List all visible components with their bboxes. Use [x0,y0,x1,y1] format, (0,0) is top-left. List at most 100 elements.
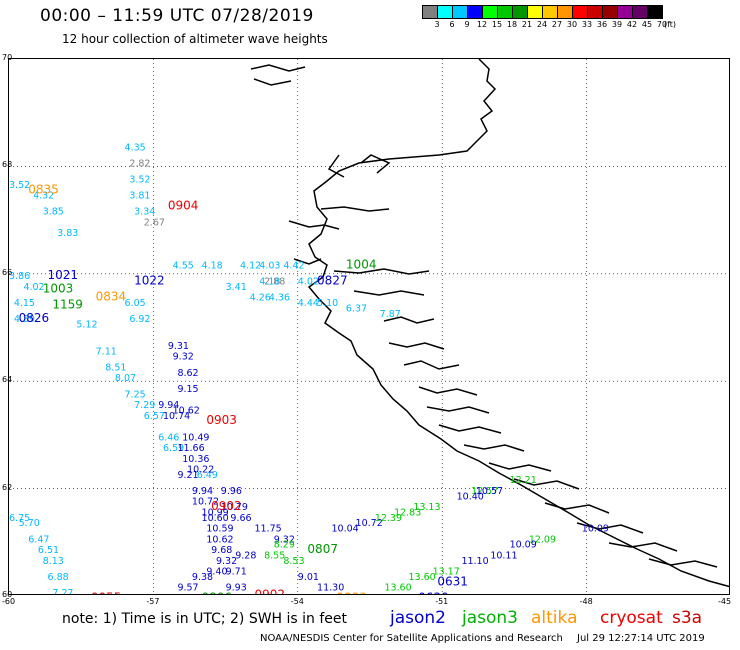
wave-height-reading: 10.09 [510,540,537,551]
wave-height-reading: 10.22 [187,464,214,475]
scale-swatch [557,5,573,19]
scale-label: 24 [536,20,548,29]
scale-swatch [482,5,498,19]
scale-swatch [512,5,528,19]
wave-height-reading: 13.60 [409,572,436,583]
wave-height-reading: 3.52 [129,175,150,186]
map-canvas: 3.524.323.853.834.353.523.813.342.822.67… [9,59,729,595]
scale-label: 39 [611,20,623,29]
wave-height-reading: 12.21 [510,475,537,486]
wave-height-reading: 8.62 [177,368,198,379]
wave-height-reading: 11.30 [317,583,344,594]
wave-height-reading: 9.94 [158,400,179,411]
pass-time-label: 0834 [96,290,127,304]
scale-label: 3 [434,20,440,29]
wave-height-reading: 2.67 [144,217,165,228]
wave-height-reading: 9.15 [177,384,198,395]
wave-height-reading: 3.41 [226,282,247,293]
scale-swatch [587,5,603,19]
wave-height-reading: 6.05 [125,298,146,309]
pass-time-label: 0903 [206,413,237,427]
wave-height-color-scale: 3 6 9 12 15 18 21 24 27 30 33 36 39 42 45 70 (ft) [422,5,676,31]
wave-height-reading: 10.62 [206,534,233,545]
scale-swatch [617,5,633,19]
wave-height-reading: 7.27 [52,588,73,595]
wave-height-reading: 9.71 [226,567,247,578]
wave-height-reading: 6.92 [129,314,150,325]
scale-label: 30 [566,20,578,29]
wave-height-reading: 4.36 [269,293,290,304]
wave-height-reading: 6.75 [9,513,30,524]
longitude-tick-label: -60 [2,597,16,606]
scale-label: 6 [449,20,455,29]
wave-height-reading: 3.81 [129,191,150,202]
wave-height-reading: 6.46 [158,432,179,443]
wave-height-reading: 5.10 [317,298,338,309]
scale-label: 9 [464,20,470,29]
wave-height-reading: 9.94 [192,486,213,497]
scale-label: 21 [521,20,533,29]
wave-height-reading: 5.70 [19,518,40,529]
scale-swatch [647,5,663,19]
scale-label: 15 [491,20,503,29]
wave-height-reading: 4.32 [33,191,54,202]
latitude-tick-label: 66 [2,267,13,277]
wave-height-reading: 9.40 [206,567,227,578]
map-subtitle: 12 hour collection of altimeter wave hei… [62,32,328,46]
latitude-tick-label: 70 [2,53,13,62]
pass-time-label: 0835 [28,182,59,196]
scale-swatch [497,5,513,19]
map-frame: 3.52 4.32 3.85 3.83 4.35 3.52 3.81 3.34 2.82 2.67… [8,58,730,595]
scale-swatch [437,5,453,19]
wave-height-reading: 10.74 [163,411,190,422]
wave-height-reading: 9.21 [177,470,198,481]
pass-time-label: 0631 [437,574,468,588]
wave-height-reading: 12.39 [375,513,402,524]
wave-height-reading: 10.60 [202,513,229,524]
scale-swatch [527,5,543,19]
legend-altika: altika [531,608,578,628]
greenland-coastline [250,59,729,588]
wave-height-reading: 2.82 [129,158,150,169]
pass-time-label: 0807 [307,542,338,556]
pass-time-label: 0630 [418,590,449,595]
wave-height-reading: 10.59 [206,524,233,535]
wave-height-reading: 9.32 [173,352,194,363]
wave-height-reading: 9.31 [168,341,189,352]
footer-timestamp: Jul 29 12:27:14 UTC 2019 [577,633,705,644]
wave-height-reading: 5.12 [76,320,97,331]
footer-credit: NOAA/NESDIS Center for Satellite Applica… [260,633,563,644]
wave-height-reading: 6.59 [163,443,184,454]
pass-time-label: 0902 [254,588,285,595]
scale-label: 36 [596,20,608,29]
pass-time-label: 0826 [19,311,50,325]
wave-height-reading: 10.40 [457,491,484,502]
wave-height-reading: 3.52 [9,180,30,191]
wave-height-reading: 13.17 [433,567,460,578]
wave-height-reading: 10.04 [331,524,358,535]
wave-height-reading: 4.02 [23,282,44,293]
wave-height-reading: 3.83 [57,228,78,239]
pass-time-label: 1003 [43,282,74,296]
wave-height-reading: 4.44 [298,298,319,309]
wave-height-reading: 13.60 [384,583,411,594]
pass-time-label: 1021 [48,268,79,282]
wave-height-reading: 4.18 [259,277,280,288]
wave-height-reading: 10.57 [476,486,503,497]
wave-height-reading: 4.03 [259,260,280,271]
pass-time-label: 0806 [202,590,233,595]
wave-height-reading: 10.11 [490,550,517,561]
scale-label: 27 [551,20,563,29]
wave-height-reading: 4.26 [250,293,271,304]
longitude-tick-label: -48 [579,597,593,606]
wave-height-reading: 2.88 [264,277,285,288]
wave-height-reading: 11.66 [177,443,204,454]
wave-height-reading: 8.13 [43,556,64,567]
wave-height-reading: 4.18 [202,260,223,271]
pass-time-label: 0827 [317,274,348,288]
scale-swatch [452,5,468,19]
map-title: 00:00 – 11:59 UTC 07/28/2019 [40,6,314,26]
scale-swatch [467,5,483,19]
wave-height-reading: 6.47 [28,534,49,545]
wave-height-reading: 10.62 [173,405,200,416]
